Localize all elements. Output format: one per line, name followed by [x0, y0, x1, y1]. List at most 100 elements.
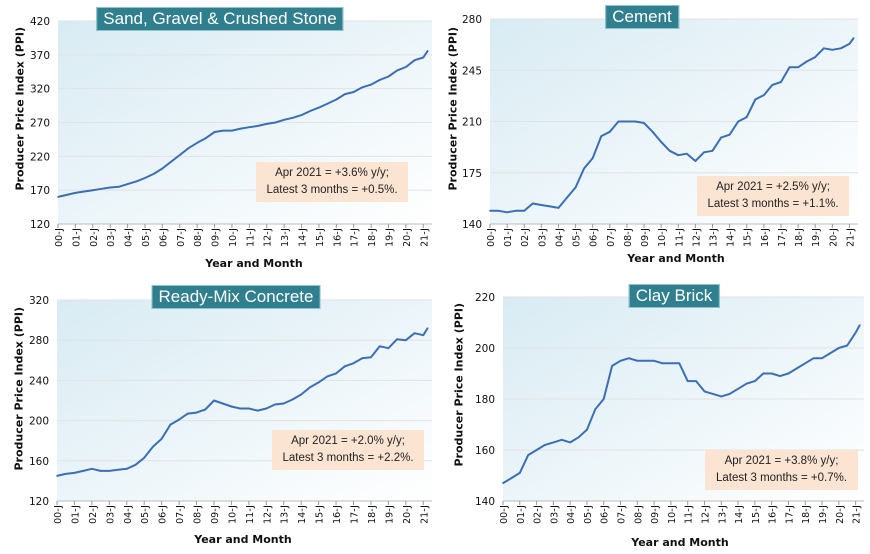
y-tick-label: 280: [29, 335, 49, 347]
x-tick-label: 02-J: [533, 505, 544, 524]
data-point: [135, 180, 138, 183]
data-point: [617, 120, 620, 123]
data-point: [686, 152, 688, 155]
data-point: [187, 147, 190, 150]
x-tick-label: 01-J: [503, 228, 514, 247]
x-tick-label: 16-J: [760, 228, 771, 247]
x-tick-label: 21-J: [845, 228, 856, 247]
x-tick-label: 13-J: [280, 228, 291, 247]
x-tick-label: 20-J: [835, 505, 846, 524]
x-tick-label: 05-J: [572, 228, 583, 247]
data-point: [583, 167, 585, 170]
data-point: [413, 59, 416, 62]
x-tick-label: 01-J: [70, 505, 81, 524]
x-tick-label: 18-J: [367, 228, 378, 247]
y-tick-label: 140: [475, 496, 495, 508]
x-tick-label: 17-J: [777, 228, 788, 247]
data-point: [117, 469, 119, 471]
x-tick-label: 08-J: [193, 505, 204, 524]
x-tick-label: 11-J: [684, 505, 695, 524]
data-point: [187, 412, 189, 415]
x-tick-label: 01-J: [516, 505, 527, 524]
y-axis-label: Producer Price Index (PPI): [452, 302, 466, 467]
annotation-line: Apr 2021 = +3.6% y/y;: [275, 167, 389, 179]
x-tick-label: 08-J: [633, 505, 644, 524]
data-point: [282, 402, 285, 405]
x-tick-label: 19-J: [385, 228, 396, 247]
y-axis-label: Producer Price Index (PPI): [13, 26, 27, 191]
x-tick-label: 06-J: [158, 505, 169, 524]
data-point: [160, 437, 163, 440]
data-point: [91, 189, 94, 191]
data-point: [497, 210, 500, 212]
data-point: [796, 367, 798, 370]
data-point: [686, 380, 689, 382]
data-point: [57, 196, 59, 198]
y-tick-label: 320: [30, 84, 50, 96]
data-point: [779, 375, 781, 377]
data-point: [248, 407, 250, 410]
data-point: [720, 136, 722, 139]
data-point: [566, 196, 568, 199]
data-point: [370, 356, 372, 359]
x-tick-label: 14-J: [297, 505, 308, 524]
data-point: [628, 357, 630, 360]
y-tick-label: 240: [29, 375, 49, 387]
x-axis-label: Year and Month: [627, 252, 725, 265]
x-tick-label: 18-J: [367, 505, 378, 524]
data-point: [787, 372, 790, 375]
x-tick-label: 10-J: [657, 228, 668, 247]
data-point: [134, 464, 137, 466]
data-point: [300, 114, 303, 116]
data-point: [636, 359, 639, 362]
data-point: [204, 408, 207, 411]
data-point: [91, 468, 93, 470]
x-tick-label: 07-J: [617, 505, 628, 524]
data-point: [379, 79, 381, 81]
data-point: [745, 116, 748, 118]
data-point: [256, 409, 259, 412]
data-point: [840, 47, 842, 50]
x-tick-label: 15-J: [315, 228, 326, 247]
data-point: [653, 359, 655, 362]
data-point: [152, 445, 154, 448]
data-point: [518, 472, 521, 474]
data-point: [805, 60, 808, 63]
data-point: [677, 154, 680, 156]
data-point: [239, 127, 242, 130]
data-point: [126, 183, 129, 185]
data-point: [309, 110, 312, 112]
data-point: [695, 380, 697, 382]
x-tick-label: 12-J: [700, 505, 711, 524]
annotation-box: Apr 2021 = +3.8% y/y; Latest 3 months = …: [705, 450, 858, 490]
y-axis-label: Producer Price Index (PPI): [12, 306, 26, 471]
x-tick-label: 07-J: [175, 505, 186, 524]
data-point: [821, 357, 823, 360]
data-point: [859, 324, 861, 326]
x-tick-label: 21-J: [419, 228, 430, 247]
data-point: [56, 475, 58, 477]
x-tick-label: 04-J: [124, 228, 135, 247]
data-point: [318, 106, 320, 109]
x-tick-label: 02-J: [88, 505, 99, 524]
data-point: [152, 173, 155, 175]
data-point: [763, 94, 765, 96]
data-point: [378, 345, 381, 348]
data-point: [854, 331, 857, 334]
data-point: [619, 359, 622, 362]
data-point: [535, 449, 538, 451]
data-point: [661, 362, 664, 365]
data-point: [852, 37, 855, 39]
data-point: [169, 423, 172, 426]
x-tick-label: 14-J: [734, 505, 745, 524]
data-point: [161, 167, 164, 170]
y-tick-label: 420: [30, 16, 50, 28]
x-tick-label: 20-J: [828, 228, 839, 247]
data-point: [239, 407, 241, 410]
data-point: [361, 357, 364, 360]
data-point: [668, 149, 671, 152]
x-tick-label: 19-J: [818, 505, 829, 524]
data-point: [531, 202, 534, 205]
x-tick-label: 09-J: [640, 228, 651, 247]
